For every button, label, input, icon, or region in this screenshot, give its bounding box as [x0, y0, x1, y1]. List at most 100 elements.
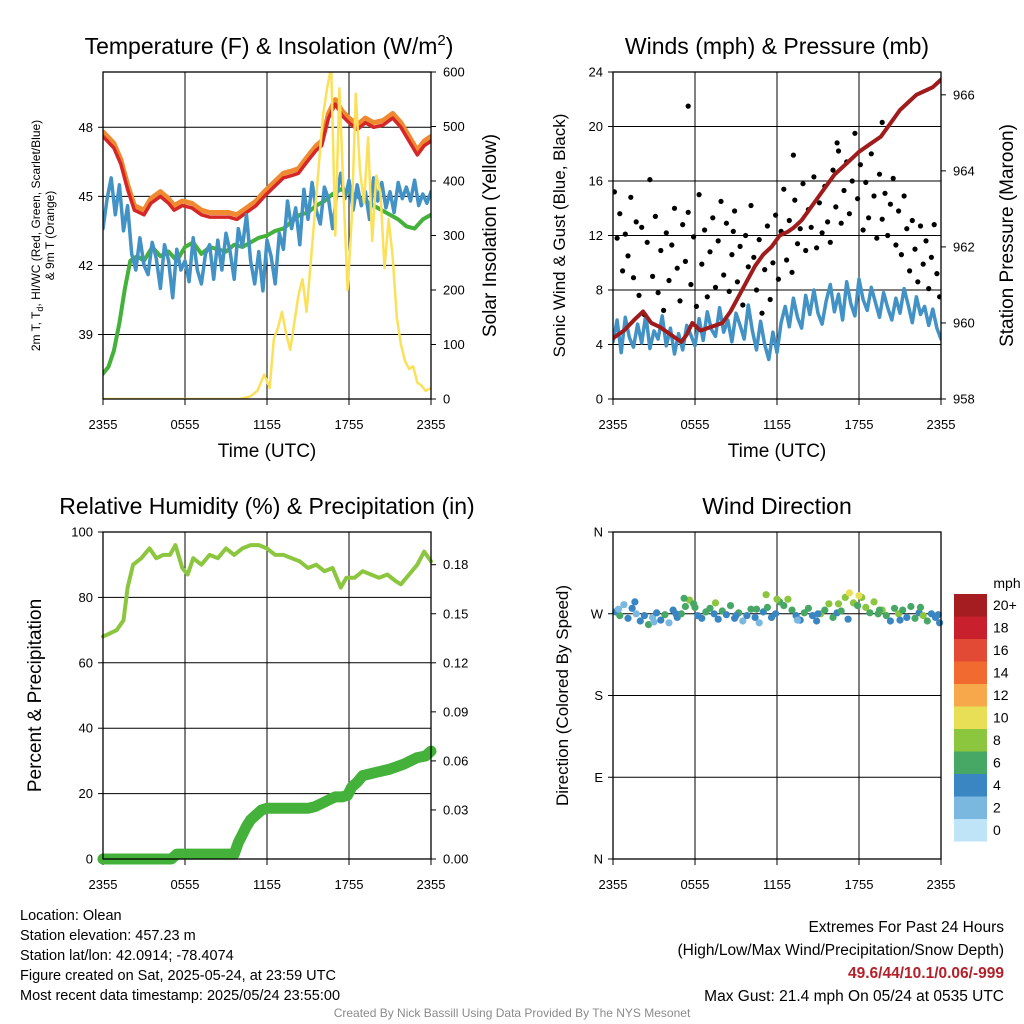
gust-point [852, 130, 858, 136]
direction-point [862, 603, 870, 612]
gust-point [753, 287, 760, 293]
wind-panel: 2355 0555 1155 1755 2355 0 4 8 12 16 20 24 958 960 962… [550, 33, 1018, 462]
x-tick-label: 1755 [335, 877, 364, 892]
y2-tick-label: 0.03 [443, 802, 468, 817]
extremes-info: Extremes For Past 24 Hours (High/Low/Max… [678, 916, 1005, 1008]
gust-point [937, 294, 941, 300]
gust-point [792, 197, 798, 203]
gust-point [907, 268, 913, 274]
direction-point [722, 611, 731, 619]
gust-point [674, 265, 680, 271]
gust-point [934, 271, 940, 277]
direction-point [732, 612, 740, 620]
gust-point [896, 208, 902, 214]
direction-point [698, 614, 706, 622]
gust-point [630, 275, 637, 281]
gust-point [841, 187, 847, 194]
gust-point [732, 208, 738, 214]
y-tick-label: 48 [79, 120, 93, 135]
gust-point [625, 253, 631, 259]
x-tick-label: 1155 [763, 877, 791, 892]
gust-point [879, 216, 885, 222]
y2-axis-label: Solar Insolation (Yellow) [480, 134, 501, 337]
colorbar-swatch [954, 639, 987, 662]
direction-point [780, 602, 788, 610]
y-tick-label: N [594, 852, 603, 867]
plot-border [102, 531, 432, 860]
gust-point [633, 219, 639, 225]
direction-point [714, 615, 722, 623]
x-tick-label: 2355 [417, 877, 446, 892]
gust-point [923, 238, 929, 244]
direction-point [837, 607, 845, 615]
x-tick-label: 0555 [681, 417, 710, 432]
gust-point [721, 272, 727, 278]
direction-point [620, 601, 628, 609]
title-superscript: 2 [437, 32, 445, 49]
y2-tick-label: 960 [953, 315, 975, 330]
colorbar-swatch [954, 819, 987, 842]
gust-point [846, 211, 853, 217]
gust-point [748, 202, 754, 209]
location-text: Location: Olean [20, 908, 122, 924]
gust-point [666, 277, 672, 284]
gust-point [800, 181, 806, 187]
colorbar-label: 4 [993, 777, 1001, 793]
y-tick-label: 0 [86, 852, 93, 867]
y2-tick-label: 0.12 [443, 655, 468, 670]
gust-point [677, 298, 683, 304]
gust-point [762, 267, 768, 273]
y2-axis-label: Station Pressure (Maroon) [997, 124, 1018, 347]
direction-point [821, 606, 829, 614]
gust-point [863, 179, 869, 185]
direction-point [936, 619, 944, 627]
x-tick-label: 2355 [927, 417, 956, 432]
x-tick-label: 1155 [253, 417, 281, 432]
direction-point [691, 603, 699, 612]
colorbar-label: 14 [993, 665, 1009, 681]
direction-point [752, 605, 761, 613]
colorbar-label: 10 [993, 710, 1009, 726]
colorbar-label: 8 [993, 732, 1001, 748]
gust-point [723, 220, 730, 226]
gust-point [786, 217, 792, 224]
colorbar-label: 6 [993, 755, 1001, 771]
plot-border [102, 71, 432, 400]
gust-point [909, 217, 915, 224]
gust-point [882, 190, 888, 196]
direction-point [751, 613, 759, 622]
y-tick-label: 16 [589, 174, 603, 189]
title-end: ) [446, 33, 454, 59]
y-tick-label: 4 [596, 337, 603, 352]
x-tick-label: 2355 [417, 417, 446, 432]
gust-point [639, 224, 645, 230]
colorbar-swatch [954, 684, 987, 707]
gust-point [830, 167, 836, 173]
direction-point [739, 617, 747, 625]
direction-point [773, 595, 781, 603]
gust-point [915, 279, 921, 285]
direction-point [763, 603, 772, 612]
gust-point [685, 103, 691, 109]
gust-point [833, 204, 839, 210]
gust-point [756, 237, 762, 243]
extremes-title: Extremes For Past 24 Hours [808, 919, 1004, 936]
plot-border [612, 71, 942, 400]
y-tick-label: 40 [79, 721, 93, 736]
gust-point [669, 242, 675, 248]
y-tick-label: 100 [71, 525, 93, 540]
direction-point [866, 609, 874, 617]
direction-point [923, 617, 931, 625]
y-tick-label: W [591, 606, 604, 621]
direction-point [614, 605, 623, 613]
direction-point [882, 612, 890, 620]
recent-data-text: Most recent data timestamp: 2025/05/24 2… [20, 988, 341, 1004]
y-tick-label: 45 [79, 189, 93, 204]
direction-point [661, 611, 669, 619]
x-tick-label: 1755 [845, 417, 874, 432]
gust-point [890, 175, 896, 181]
y-axis-label: 2m T, Td, HI/WC (Red, Green, Scarlet/Blu… [29, 120, 57, 351]
gust-point [699, 261, 705, 267]
direction-point [680, 594, 688, 602]
direction-point [632, 610, 640, 618]
